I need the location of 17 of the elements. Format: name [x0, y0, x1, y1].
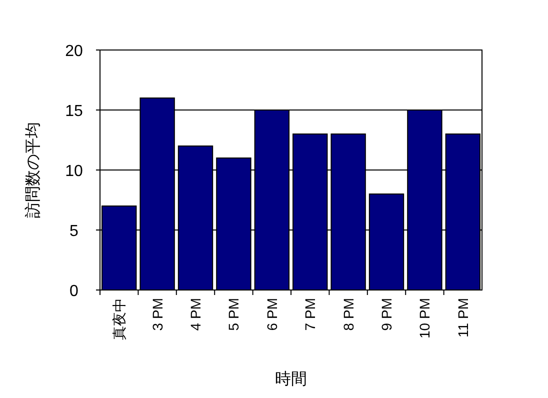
x-axis-title: 時間: [275, 370, 307, 388]
y-axis-title: 訪問数の平均: [24, 122, 42, 218]
x-tick-label: 真夜中: [111, 298, 128, 340]
x-tick-label: 10 PM: [416, 298, 433, 338]
x-tick-label: 11 PM: [454, 298, 471, 338]
y-tick-label: 10: [65, 163, 83, 180]
x-tick-label: 6 PM: [264, 298, 280, 331]
y-tick-label: 5: [70, 223, 79, 240]
y-tick-label: 0: [70, 283, 79, 300]
y-tick-label: 20: [65, 43, 83, 60]
y-tick-label: 15: [65, 103, 83, 120]
x-tick-label: 8 PM: [340, 298, 356, 331]
x-tick-label: 3 PM: [149, 298, 166, 331]
x-tick-label: 9 PM: [378, 298, 394, 331]
x-tick-label: 5 PM: [226, 298, 242, 331]
x-tick-label: 4 PM: [188, 298, 204, 331]
x-tick-label: 7 PM: [302, 298, 318, 331]
